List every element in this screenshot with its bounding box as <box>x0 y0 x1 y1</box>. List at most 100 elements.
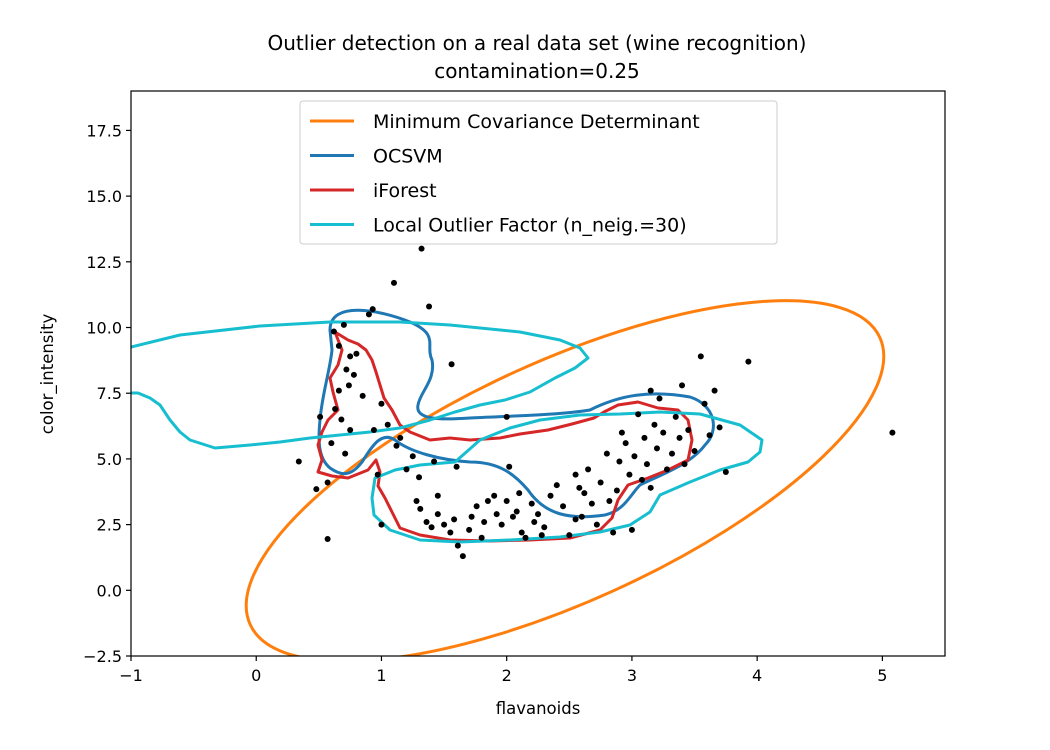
data-point <box>374 471 381 478</box>
data-point <box>393 442 400 449</box>
x-axis-label: flavanoids <box>496 699 581 718</box>
chart-subtitle: contamination=0.25 <box>434 59 640 83</box>
data-point <box>635 411 642 418</box>
data-points <box>295 245 896 560</box>
data-point <box>448 361 455 368</box>
data-point <box>491 492 498 499</box>
data-point <box>716 424 723 431</box>
data-point <box>560 503 567 510</box>
data-point <box>384 421 391 428</box>
data-point <box>610 529 617 536</box>
data-point <box>581 490 588 497</box>
data-point <box>679 382 686 389</box>
data-point <box>638 476 645 483</box>
y-tick-label: 2.5 <box>97 516 122 535</box>
data-point <box>538 532 545 539</box>
decision-boundaries <box>131 299 886 656</box>
data-point <box>447 529 454 536</box>
data-point <box>653 445 660 452</box>
data-point <box>660 429 667 436</box>
data-point <box>403 466 410 473</box>
data-point <box>681 461 688 468</box>
data-point <box>324 479 331 486</box>
data-point <box>706 432 713 439</box>
data-point <box>588 500 595 507</box>
data-point <box>468 513 475 520</box>
data-point <box>359 392 366 399</box>
data-point <box>478 534 485 541</box>
x-tick-label: 1 <box>376 666 386 685</box>
data-point <box>613 487 620 494</box>
x-tick-label: −1 <box>119 666 143 685</box>
data-point <box>295 458 302 465</box>
data-point <box>503 413 510 420</box>
data-point <box>317 413 324 420</box>
data-point <box>651 421 658 428</box>
data-point <box>506 463 513 470</box>
legend-label: Local Outlier Factor (n_neig.=30) <box>373 215 687 237</box>
data-point <box>711 387 718 394</box>
data-point <box>691 448 698 455</box>
data-point <box>628 526 635 533</box>
data-point <box>340 321 347 328</box>
data-point <box>745 358 752 365</box>
legend-label: iForest <box>373 180 437 202</box>
data-point <box>701 400 708 407</box>
legend: Minimum Covariance Determinant OCSVM iFore… <box>299 100 778 245</box>
data-point <box>576 484 583 491</box>
data-point <box>473 503 480 510</box>
data-point <box>643 461 650 468</box>
data-point <box>466 526 473 533</box>
data-point <box>672 413 679 420</box>
data-point <box>481 518 488 525</box>
data-point <box>484 497 491 504</box>
data-point <box>428 524 435 531</box>
data-point <box>697 353 704 360</box>
y-tick-label: −2.5 <box>83 647 122 666</box>
lof-boundary <box>131 320 764 544</box>
data-point <box>451 516 458 523</box>
data-point <box>513 508 520 515</box>
data-point <box>454 542 461 549</box>
y-tick-label: 10.0 <box>86 319 122 338</box>
data-point <box>498 521 505 528</box>
data-point <box>593 521 600 528</box>
data-point <box>641 434 648 441</box>
data-point <box>343 366 350 373</box>
y-tick-label: 17.5 <box>86 121 122 140</box>
data-point <box>535 511 541 518</box>
data-point <box>509 513 516 520</box>
data-point <box>330 328 337 335</box>
data-point <box>416 474 423 481</box>
data-point <box>332 405 339 412</box>
data-point <box>434 492 441 499</box>
y-axis: −2.5 0.0 2.5 5.0 7.5 10.0 12.5 15.0 17.5 <box>83 121 131 666</box>
data-point <box>459 553 466 560</box>
data-point <box>572 516 579 523</box>
data-point <box>453 463 460 470</box>
data-point <box>413 497 420 504</box>
data-point <box>531 518 538 525</box>
iforest-boundary <box>316 330 694 543</box>
data-point <box>431 458 438 465</box>
data-point <box>572 471 579 478</box>
data-point <box>493 511 500 518</box>
y-tick-label: 5.0 <box>97 450 122 469</box>
y-tick-label: 0.0 <box>97 581 122 600</box>
data-point <box>566 532 573 539</box>
data-point <box>503 497 510 504</box>
data-point <box>347 353 354 360</box>
data-point <box>378 521 385 528</box>
data-point <box>631 453 638 460</box>
data-point <box>603 450 610 457</box>
data-point <box>353 350 360 357</box>
data-point <box>597 479 604 486</box>
data-point <box>335 342 342 349</box>
data-point <box>676 434 683 441</box>
x-tick-label: 4 <box>752 666 762 685</box>
data-point <box>616 458 623 465</box>
plot-frame <box>130 90 946 657</box>
data-point <box>541 524 548 531</box>
data-point <box>350 371 357 378</box>
